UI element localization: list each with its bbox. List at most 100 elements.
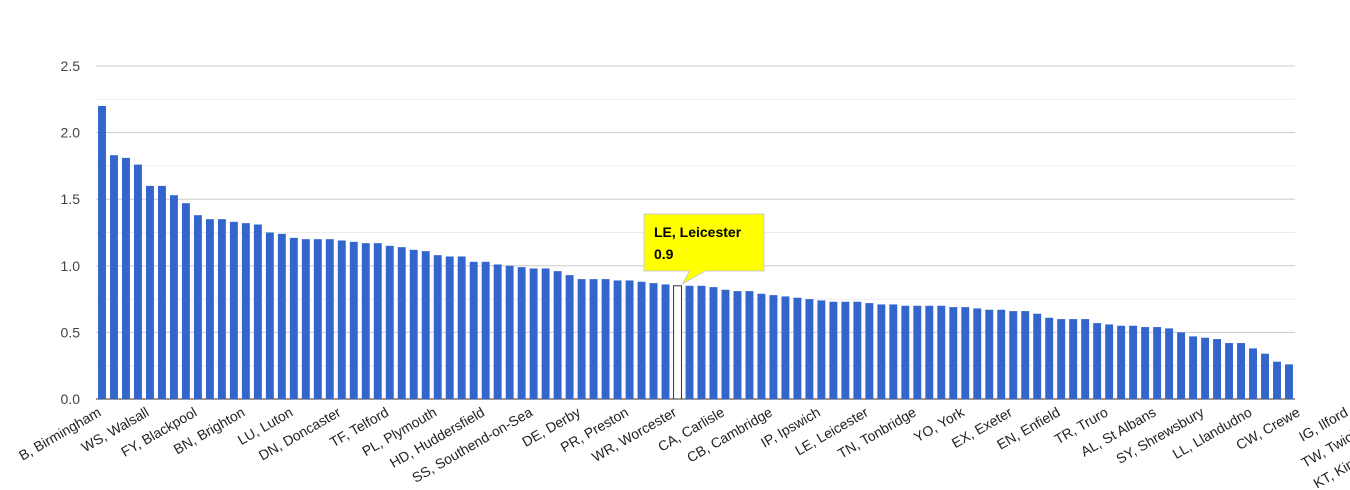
bar[interactable] [769, 295, 778, 399]
bar[interactable] [805, 299, 814, 399]
bar[interactable] [997, 309, 1006, 399]
bar[interactable] [469, 261, 478, 399]
bar[interactable] [337, 240, 346, 399]
bar[interactable] [1021, 311, 1030, 399]
bar[interactable] [505, 265, 514, 399]
bar[interactable] [110, 155, 118, 399]
bar[interactable] [553, 271, 562, 399]
bar[interactable] [289, 237, 298, 399]
bar[interactable] [913, 305, 922, 399]
bar[interactable] [973, 308, 982, 399]
bar[interactable] [1201, 337, 1210, 399]
bar[interactable] [205, 219, 214, 399]
bar[interactable] [325, 239, 334, 399]
bar[interactable] [1057, 319, 1066, 399]
bar[interactable] [589, 279, 598, 399]
bar[interactable] [661, 284, 670, 399]
bar[interactable] [421, 251, 430, 399]
bar[interactable] [865, 303, 874, 399]
bar[interactable] [493, 264, 502, 399]
bar[interactable] [277, 233, 286, 399]
bar[interactable] [793, 297, 802, 399]
bar[interactable] [134, 164, 142, 399]
bar[interactable] [313, 239, 322, 399]
bar[interactable] [985, 309, 994, 399]
bar[interactable] [1165, 328, 1174, 399]
bar[interactable] [733, 291, 742, 399]
bar[interactable] [122, 157, 130, 399]
bar[interactable] [877, 304, 886, 399]
bar[interactable] [901, 305, 910, 399]
bar[interactable] [529, 268, 538, 399]
bar[interactable] [301, 239, 310, 399]
bar[interactable] [1261, 353, 1269, 399]
bar[interactable] [829, 301, 838, 399]
bar[interactable] [217, 219, 226, 399]
bar[interactable] [577, 279, 586, 399]
bar[interactable] [541, 268, 550, 399]
bar[interactable] [565, 275, 574, 399]
bar[interactable] [1141, 327, 1150, 399]
bar[interactable] [1213, 339, 1222, 399]
bar[interactable] [1273, 361, 1281, 399]
bar[interactable] [889, 304, 898, 399]
bar[interactable] [409, 249, 418, 399]
bar[interactable] [949, 307, 958, 399]
bar[interactable] [265, 232, 274, 400]
bar[interactable] [229, 221, 238, 399]
bar[interactable] [841, 301, 850, 399]
bar[interactable] [697, 285, 706, 399]
bar[interactable] [1081, 319, 1090, 399]
bar[interactable] [1105, 324, 1114, 399]
bar[interactable] [853, 301, 862, 399]
bar[interactable] [601, 279, 610, 399]
bar[interactable] [1069, 319, 1078, 399]
bar[interactable] [817, 300, 826, 399]
bar[interactable] [373, 243, 382, 399]
bar[interactable] [98, 105, 106, 400]
bar[interactable] [613, 280, 622, 399]
bar[interactable] [169, 195, 178, 399]
bar[interactable] [721, 289, 730, 399]
bar[interactable] [925, 305, 934, 399]
bar[interactable] [193, 215, 202, 399]
bar[interactable] [181, 203, 190, 399]
bar[interactable] [1045, 317, 1054, 399]
bar[interactable] [1009, 311, 1018, 399]
bar[interactable] [745, 291, 754, 399]
bar[interactable] [625, 280, 634, 399]
bar[interactable] [253, 224, 262, 399]
bar-highlighted[interactable] [673, 285, 682, 400]
bar[interactable] [349, 241, 358, 399]
bar[interactable] [397, 247, 406, 399]
bar[interactable] [961, 307, 970, 399]
bar[interactable] [1225, 343, 1234, 399]
bar[interactable] [157, 185, 166, 399]
bar[interactable] [709, 287, 718, 399]
bar[interactable] [1237, 343, 1246, 399]
bar[interactable] [241, 223, 250, 399]
bar[interactable] [937, 305, 946, 399]
bar[interactable] [1033, 313, 1042, 399]
bar[interactable] [433, 255, 442, 399]
bar[interactable] [517, 267, 526, 399]
bar[interactable] [445, 256, 454, 399]
bar[interactable] [1177, 332, 1186, 399]
bar[interactable] [1285, 364, 1293, 399]
bar[interactable] [637, 281, 646, 399]
bar[interactable] [1153, 327, 1162, 399]
bar[interactable] [481, 261, 490, 399]
bar[interactable] [757, 293, 766, 399]
bar[interactable] [1249, 348, 1257, 399]
bar[interactable] [649, 283, 658, 399]
bar[interactable] [781, 296, 790, 399]
bar[interactable] [145, 185, 154, 399]
bar[interactable] [1093, 323, 1102, 399]
bar[interactable] [685, 285, 694, 399]
bar[interactable] [1129, 325, 1138, 399]
bar[interactable] [385, 245, 394, 399]
bar[interactable] [361, 243, 370, 399]
bar[interactable] [1117, 325, 1126, 399]
bar[interactable] [457, 256, 466, 399]
bar[interactable] [1189, 336, 1198, 399]
